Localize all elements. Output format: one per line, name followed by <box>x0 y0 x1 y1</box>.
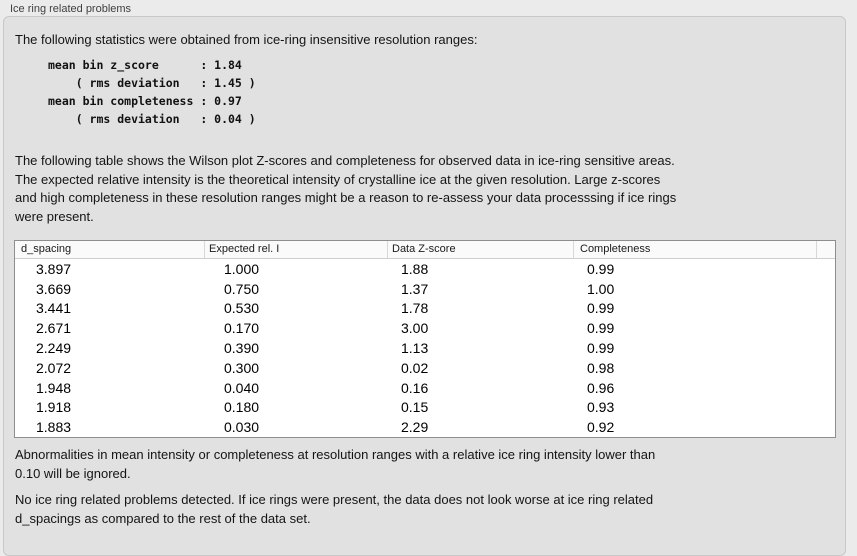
ignore-rule-note: Abnormalities in mean intensity or compl… <box>15 447 656 481</box>
table-cell-data-z-score: 1.37 <box>401 280 429 297</box>
table-header-row: d_spacing Expected rel. I Data Z-score C… <box>15 241 835 259</box>
table-row[interactable]: 3.897 1.000 1.88 0.99 <box>15 259 835 279</box>
table-cell-expected-rel-i: 1.000 <box>224 260 260 277</box>
table-cell-data-z-score: 0.02 <box>401 359 429 376</box>
table-row[interactable]: 1.883 0.030 2.29 0.92 <box>15 417 835 437</box>
table-cell-expected-rel-i: 0.300 <box>224 359 260 376</box>
table-cell-completeness: 1.00 <box>587 280 615 297</box>
table-row[interactable]: 2.249 0.390 1.13 0.99 <box>15 338 835 358</box>
conclusion-note: No ice ring related problems detected. I… <box>15 492 654 526</box>
table-cell-data-z-score: 1.88 <box>401 260 429 277</box>
table-cell-data-z-score: 1.78 <box>401 300 429 317</box>
table-cell-completeness: 0.92 <box>587 419 615 436</box>
stats-block: mean bin z_score : 1.84 ( rms deviation … <box>48 58 256 126</box>
column-header-completeness[interactable]: Completeness <box>573 241 816 258</box>
table-cell-d-spacing: 3.897 <box>36 260 72 277</box>
table-cell-expected-rel-i: 0.750 <box>224 280 260 297</box>
table-cell-completeness: 0.99 <box>587 320 615 337</box>
table-cell-completeness: 0.99 <box>587 340 615 357</box>
table-cell-d-spacing: 1.918 <box>36 399 72 416</box>
table-cell-expected-rel-i: 0.180 <box>224 399 260 416</box>
column-header-filler <box>816 241 835 258</box>
table-cell-data-z-score: 3.00 <box>401 320 429 337</box>
table-row[interactable]: 1.918 0.180 0.15 0.93 <box>15 398 835 418</box>
table-cell-d-spacing: 1.948 <box>36 379 72 396</box>
table-cell-d-spacing: 2.249 <box>36 340 72 357</box>
table-cell-d-spacing: 3.441 <box>36 300 72 317</box>
table-cell-data-z-score: 1.13 <box>401 340 429 357</box>
table-cell-completeness: 0.96 <box>587 379 615 396</box>
table-cell-expected-rel-i: 0.030 <box>224 419 260 436</box>
table-row[interactable]: 2.671 0.170 3.00 0.99 <box>15 318 835 338</box>
group-box-title: Ice ring related problems <box>10 3 132 15</box>
table-row[interactable]: 3.441 0.530 1.78 0.99 <box>15 299 835 319</box>
table-cell-expected-rel-i: 0.390 <box>224 340 260 357</box>
ice-ring-table: d_spacing Expected rel. I Data Z-score C… <box>14 240 836 438</box>
table-cell-completeness: 0.93 <box>587 399 615 416</box>
table-body: 3.897 1.000 1.88 0.99 3.669 0.750 1.37 1… <box>15 259 835 437</box>
column-header-data-z-score[interactable]: Data Z-score <box>387 241 573 258</box>
table-cell-expected-rel-i: 0.040 <box>224 379 260 396</box>
table-cell-d-spacing: 2.072 <box>36 359 72 376</box>
table-cell-completeness: 0.99 <box>587 260 615 277</box>
table-cell-d-spacing: 3.669 <box>36 280 72 297</box>
table-cell-data-z-score: 2.29 <box>401 419 429 436</box>
table-cell-expected-rel-i: 0.170 <box>224 320 260 337</box>
table-cell-completeness: 0.98 <box>587 359 615 376</box>
table-row[interactable]: 2.072 0.300 0.02 0.98 <box>15 358 835 378</box>
column-header-expected-rel-i[interactable]: Expected rel. I <box>204 241 387 258</box>
table-cell-data-z-score: 0.15 <box>401 399 429 416</box>
description-text: The following table shows the Wilson plo… <box>15 153 677 224</box>
table-cell-d-spacing: 1.883 <box>36 419 72 436</box>
intro-text: The following statistics were obtained f… <box>15 32 478 47</box>
table-cell-d-spacing: 2.671 <box>36 320 72 337</box>
table-cell-expected-rel-i: 0.530 <box>224 300 260 317</box>
table-cell-completeness: 0.99 <box>587 300 615 317</box>
table-cell-data-z-score: 0.16 <box>401 379 429 396</box>
column-header-d-spacing[interactable]: d_spacing <box>21 243 72 255</box>
table-row[interactable]: 3.669 0.750 1.37 1.00 <box>15 279 835 299</box>
table-row[interactable]: 1.948 0.040 0.16 0.96 <box>15 378 835 398</box>
